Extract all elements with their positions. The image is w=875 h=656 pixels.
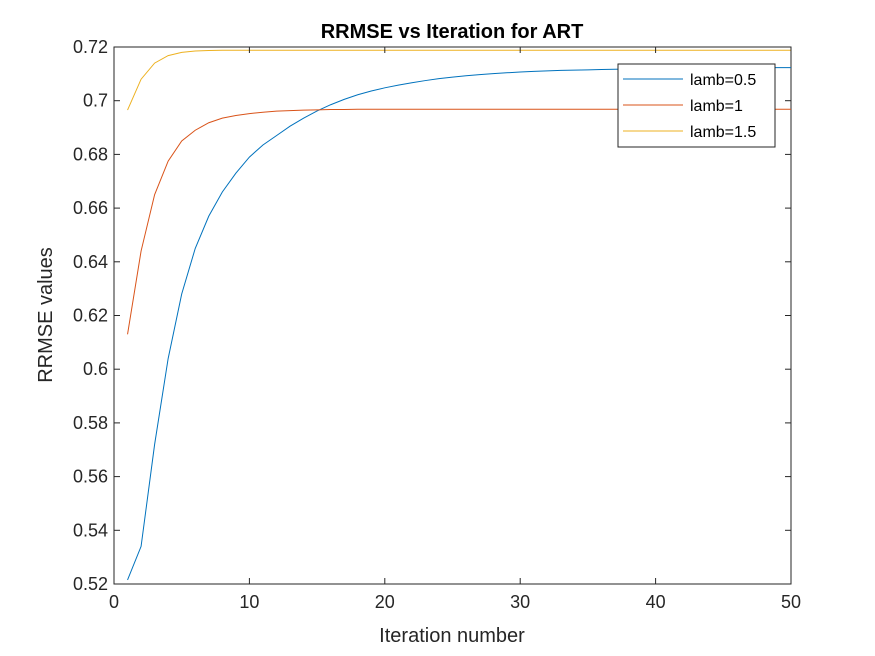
legend-label-1: lamb=0.5 [690, 72, 756, 89]
y-axis-label: RRMSE values [35, 247, 57, 383]
x-tick-label: 30 [510, 592, 530, 612]
y-tick-label: 0.68 [73, 144, 108, 164]
x-tick-label: 40 [646, 592, 666, 612]
y-tick-label: 0.6 [83, 359, 108, 379]
tick-layer: 0 10 20 30 40 50 0.52 0.54 0.56 0.58 0.6 0.62 0.64 0.… [73, 37, 801, 612]
y-tick-label: 0.64 [73, 252, 108, 272]
x-tick-label: 0 [109, 592, 119, 612]
x-axis-label: Iteration number [379, 625, 525, 647]
legend-label-3: lamb=1.5 [690, 124, 756, 141]
y-tick-label: 0.58 [73, 413, 108, 433]
legend-label-2: lamb=1 [690, 98, 743, 115]
y-tick-label: 0.66 [73, 198, 108, 218]
chart-title: RRMSE vs Iteration for ART [321, 21, 584, 43]
y-tick-label: 0.54 [73, 520, 108, 540]
x-tick-label: 50 [781, 592, 801, 612]
y-tick-label: 0.62 [73, 306, 108, 326]
legend: lamb=0.5 lamb=1 lamb=1.5 [617, 63, 776, 148]
y-tick-label: 0.56 [73, 467, 108, 487]
x-tick-label: 20 [375, 592, 395, 612]
y-tick-label: 0.7 [83, 91, 108, 111]
series-line-3 [127, 49, 791, 111]
y-tick-label: 0.72 [73, 37, 108, 57]
y-tick-label: 0.52 [73, 574, 108, 594]
x-tick-label: 10 [239, 592, 259, 612]
